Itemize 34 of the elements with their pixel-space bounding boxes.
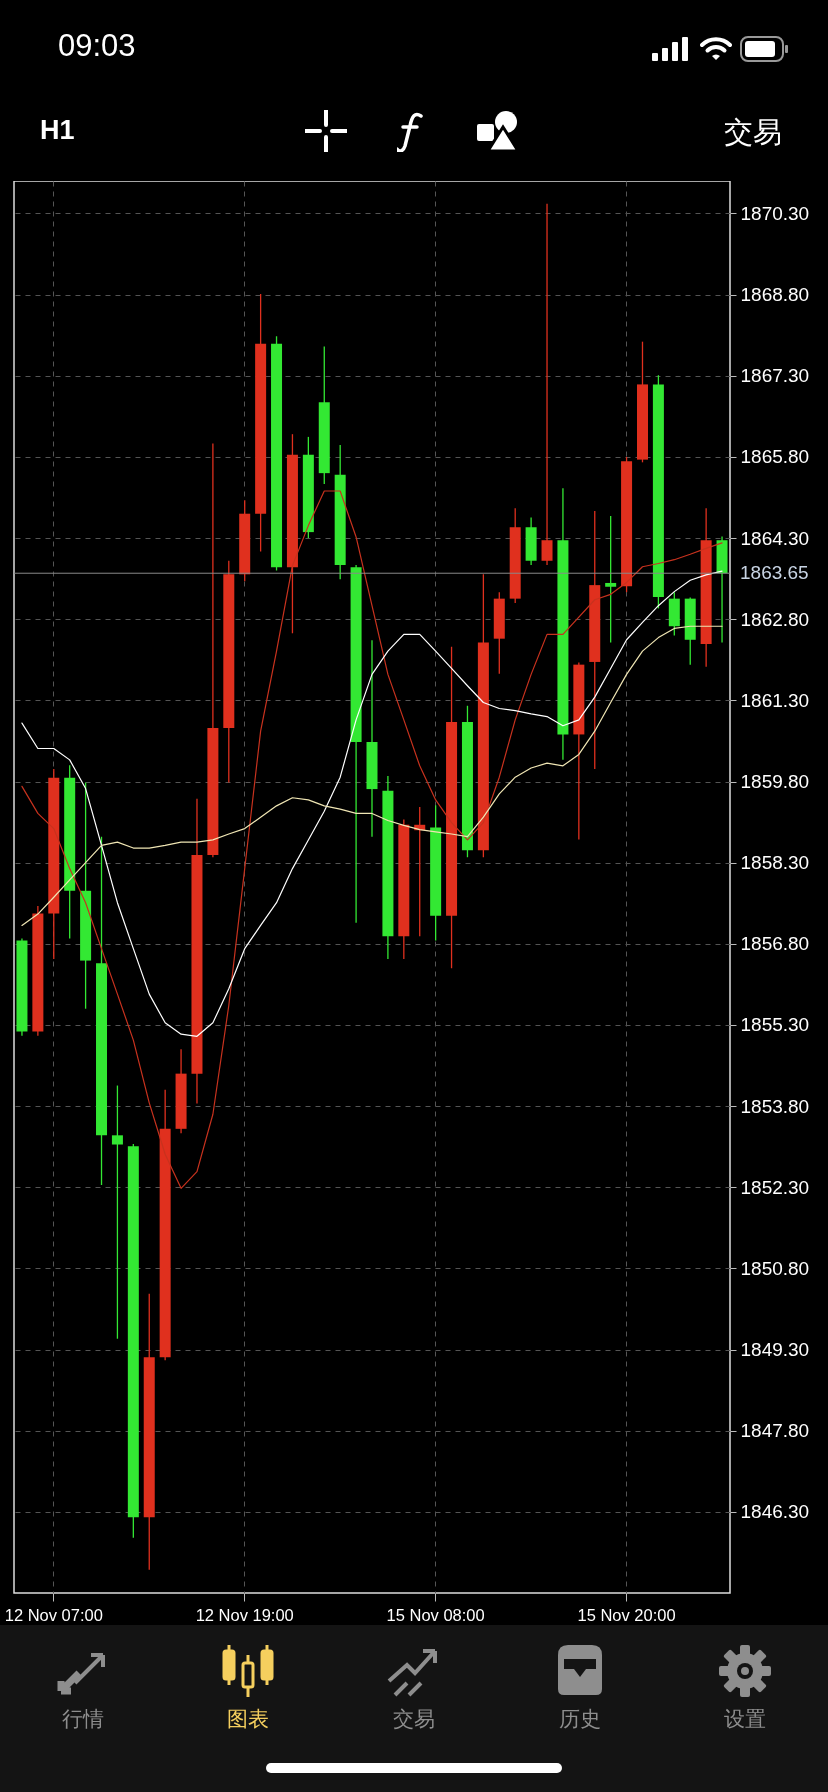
y-tick-label: 1868.80 [740, 284, 810, 306]
text: H1 [40, 115, 75, 146]
text: 行情 [60, 1706, 105, 1732]
y-tick-label: 1853.80 [740, 1095, 810, 1117]
y-tick-label: 1855.30 [740, 1014, 810, 1036]
candlestick [605, 515, 617, 644]
text: 交易 [391, 1706, 436, 1732]
y-tick-label: 1862.80 [740, 608, 810, 630]
x-tick-label: 15 Nov 08:00 [386, 1605, 485, 1624]
y-tick-label: 1859.80 [740, 771, 810, 793]
y-tick-label: 1867.30 [740, 365, 810, 387]
text: 交易 [724, 115, 782, 150]
text: 设置 [722, 1706, 767, 1732]
line-series [21, 625, 723, 927]
text: 历史 [557, 1706, 602, 1732]
y-tick-label: 1858.30 [740, 852, 810, 874]
y-tick-label: 1864.30 [740, 527, 810, 549]
ref-line-label: 1863.65 [740, 562, 809, 584]
y-tick-label: 1846.30 [740, 1501, 810, 1523]
candlestick [111, 1084, 123, 1340]
text: 09:03 [58, 28, 136, 64]
x-tick-label: 12 Nov 07:00 [4, 1605, 103, 1624]
y-tick-label: 1852.30 [740, 1176, 810, 1198]
text: 图表 [225, 1706, 270, 1732]
y-tick-label: 1847.80 [740, 1420, 810, 1442]
x-tick-label: 12 Nov 19:00 [195, 1605, 294, 1624]
candlestick [541, 203, 553, 566]
x-tick-label: 15 Nov 20:00 [577, 1605, 676, 1624]
y-tick-label: 1856.80 [740, 933, 810, 955]
y-tick-label: 1850.80 [740, 1257, 810, 1279]
y-tick-label: 1849.30 [740, 1339, 810, 1361]
y-tick-label: 1870.30 [740, 202, 810, 224]
y-tick-label: 1861.30 [740, 689, 810, 711]
y-tick-label: 1865.80 [740, 446, 810, 468]
